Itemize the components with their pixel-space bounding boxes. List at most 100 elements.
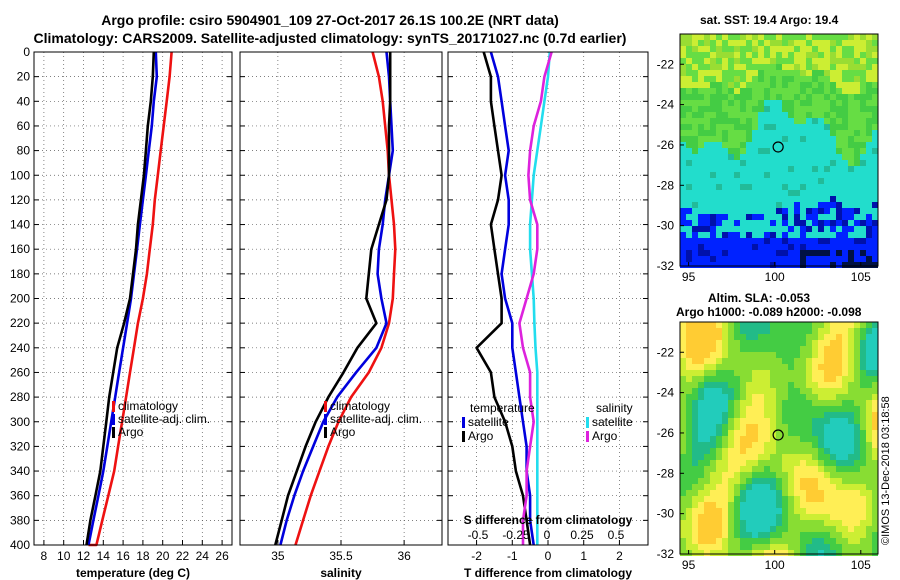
temperature-series-argo (85, 51, 156, 546)
difference-legend-swatch (586, 431, 589, 442)
difference-legend-label: Argo (592, 429, 618, 443)
depth-tick-label: 40 (17, 94, 31, 108)
difference-series-t-argo (475, 51, 532, 546)
difference-top-xtick-label: 0.5 (608, 528, 625, 542)
difference-xtick-label: -1 (507, 549, 518, 563)
temperature-xtick-label: 22 (176, 549, 190, 563)
temperature-legend-swatch (112, 401, 115, 412)
temperature-xtick-label: 10 (57, 549, 71, 563)
difference-top-xlabel: S difference from climatology (464, 513, 633, 527)
temperature-xtick-label: 20 (156, 549, 170, 563)
salinity-series-satellite-adj-clim- (279, 51, 395, 546)
sla-map-ytick-label: -22 (657, 345, 675, 359)
temperature-xtick-label: 16 (116, 549, 130, 563)
difference-xtick-label: 0 (545, 549, 552, 563)
sst-map-xtick-label: 105 (851, 270, 871, 284)
temperature-legend-label: satellite-adj. clim. (118, 412, 210, 426)
difference-xtick-label: -2 (471, 549, 482, 563)
sla-map-ytick-label: -26 (657, 426, 675, 440)
sst-map (680, 34, 878, 268)
sst-map-title: sat. SST: 19.4 Argo: 19.4 (700, 13, 839, 27)
temperature-series-climatology (88, 51, 173, 547)
temperature-legend-swatch (112, 427, 115, 438)
difference-legend-swatch (462, 431, 465, 442)
sst-map-float-marker (772, 141, 784, 153)
imos-credit: ©IMOS 13-Dec-2018 03:18:58 (880, 396, 892, 545)
sst-map-ytick-label: -24 (657, 98, 675, 112)
difference-top-xtick-label: 0.25 (570, 528, 594, 542)
depth-tick-label: 380 (10, 513, 30, 527)
sst-map-frame (679, 33, 879, 267)
salinity-legend-swatch (324, 427, 327, 438)
temperature-xtick-label: 8 (41, 549, 48, 563)
sla-map-xtick-label: 100 (765, 558, 785, 572)
depth-tick-label: 60 (17, 119, 31, 133)
depth-tick-label: 140 (10, 218, 30, 232)
salinity-xtick-label: 35 (271, 549, 285, 563)
depth-tick-label: 20 (17, 70, 31, 84)
sla-map-ytick-label: -28 (657, 466, 675, 480)
salinity-legend-label: climatology (330, 399, 390, 413)
sla-map-xtick-label: 95 (682, 558, 696, 572)
depth-tick-label: 180 (10, 267, 30, 281)
depth-tick-label: 160 (10, 242, 30, 256)
difference-legend-swatch (586, 417, 589, 428)
depth-tick-label: 220 (10, 316, 30, 330)
difference-top-xtick-label: -0.5 (468, 528, 489, 542)
depth-tick-label: 260 (10, 365, 30, 379)
temperature-xtick-label: 12 (77, 549, 91, 563)
temperature-legend-swatch (112, 414, 115, 425)
depth-tick-label: 120 (10, 193, 30, 207)
sst-map-ytick-label: -22 (657, 57, 675, 71)
salinity-legend-swatch (324, 414, 327, 425)
sst-map-ytick-label: -30 (657, 219, 675, 233)
temperature-legend-label: climatology (118, 399, 178, 413)
difference-series-s-argo (518, 51, 553, 545)
difference-series-s-satellite (528, 51, 552, 545)
salinity-series-argo (274, 52, 392, 546)
sst-map-ytick-label: -26 (657, 138, 675, 152)
sla-map-title: Altim. SLA: -0.053 (708, 291, 811, 305)
depth-tick-label: 280 (10, 390, 30, 404)
salinity-legend-label: satellite-adj. clim. (330, 412, 422, 426)
salinity-xlabel: salinity (320, 566, 362, 580)
difference-top-xtick-label: -0.25 (502, 528, 530, 542)
sla-map (680, 322, 878, 556)
depth-tick-label: 0 (23, 45, 30, 59)
difference-xtick-label: 1 (580, 549, 587, 563)
salinity-xtick-label: 35.5 (329, 549, 353, 563)
depth-tick-label: 400 (10, 538, 30, 552)
depth-tick-label: 200 (10, 292, 30, 306)
salinity-legend-label: Argo (330, 425, 356, 439)
depth-tick-label: 300 (10, 415, 30, 429)
sla-map-ytick-label: -24 (657, 386, 675, 400)
difference-top-xtick-label: 0 (544, 528, 551, 542)
salinity-legend-swatch (324, 401, 327, 412)
difference-legend-label: Argo (468, 429, 494, 443)
sla-map-xtick-label: 105 (851, 558, 871, 572)
sst-map-ytick-label: -32 (657, 259, 675, 273)
depth-tick-label: 100 (10, 168, 30, 182)
difference-legend-title-salinity: salinity (596, 401, 633, 415)
depth-tick-label: 240 (10, 341, 30, 355)
temperature-xtick-label: 26 (215, 549, 229, 563)
temperature-xtick-label: 14 (97, 549, 111, 563)
difference-legend-label: satellite (592, 415, 633, 429)
difference-xtick-label: 2 (616, 549, 623, 563)
salinity-xtick-label: 36 (397, 549, 411, 563)
difference-legend-label: satellite (468, 415, 509, 429)
difference-legend-title-temperature: temperature (470, 401, 535, 415)
sla-map-subtitle: Argo h1000: -0.089 h2000: -0.098 (676, 305, 862, 319)
depth-tick-label: 80 (17, 144, 31, 158)
temperature-xtick-label: 24 (196, 549, 210, 563)
title-line-1: Argo profile: csiro 5904901_109 27-Oct-2… (101, 12, 559, 28)
sst-map-xtick-label: 100 (765, 270, 785, 284)
depth-tick-label: 360 (10, 489, 30, 503)
difference-xlabel: T difference from climatology (464, 566, 632, 580)
temperature-xtick-label: 18 (136, 549, 150, 563)
sla-map-float-marker (772, 429, 784, 441)
sla-map-ytick-label: -32 (657, 547, 675, 561)
sst-map-ytick-label: -28 (657, 178, 675, 192)
sla-map-frame (679, 321, 879, 555)
